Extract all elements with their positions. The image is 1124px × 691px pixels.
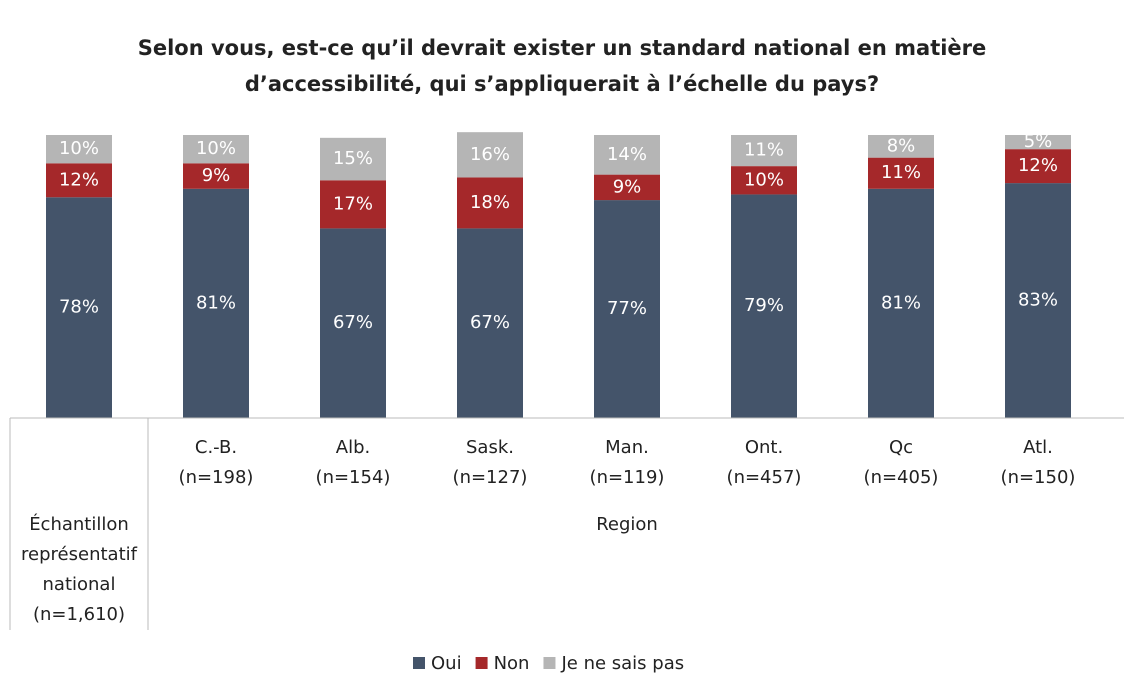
bar-segment <box>868 188 934 418</box>
bar-segment <box>457 228 523 418</box>
x-tick-label: Alb. (n=154) <box>315 437 391 488</box>
bar-segment <box>457 177 523 229</box>
data-label: 5% <box>1024 131 1053 152</box>
legend-swatch <box>475 657 488 669</box>
data-label: 77% <box>607 298 647 319</box>
chart-title: Selon vous, est-ce qu’il devrait exister… <box>137 36 987 96</box>
data-label: 16% <box>470 144 510 165</box>
bar-segment <box>594 135 660 175</box>
data-label: 81% <box>196 292 236 313</box>
data-label: 79% <box>744 295 784 316</box>
x-tick-label: Échantillon représentatif national (n=1,… <box>21 514 137 625</box>
bar-segment <box>46 197 112 418</box>
data-label: 83% <box>1018 290 1058 311</box>
data-label: 9% <box>613 176 642 197</box>
data-label: 18% <box>470 192 510 213</box>
bar-segment <box>1005 135 1071 150</box>
bar-segment <box>320 228 386 418</box>
data-label: 12% <box>1018 155 1058 176</box>
x-tick-label: Sask. (n=127) <box>452 437 528 488</box>
bar-segment <box>183 135 249 164</box>
bar-segment <box>1005 149 1071 184</box>
bar-segment <box>320 137 386 181</box>
data-label: 10% <box>59 138 99 159</box>
x-tick-label: Qc (n=405) <box>863 437 939 488</box>
data-label: 10% <box>196 138 236 159</box>
x-tick-label: Man. (n=119) <box>589 437 665 488</box>
bar-segment <box>731 194 797 418</box>
bar-segment <box>731 135 797 167</box>
data-label: 14% <box>607 144 647 165</box>
bar-segment <box>457 132 523 178</box>
x-tick-label: Atl. (n=150) <box>1000 437 1076 488</box>
legend-swatch <box>543 657 556 669</box>
bar-segment <box>320 180 386 229</box>
bar-segment <box>46 135 112 164</box>
bar-segment <box>868 135 934 158</box>
x-tick-label: C.-B. (n=198) <box>178 437 254 488</box>
bar-segment <box>183 188 249 418</box>
bar-segment <box>731 166 797 195</box>
data-label: 11% <box>744 140 784 161</box>
x-tick-label: Ont. (n=457) <box>726 437 802 488</box>
bar-segment <box>46 163 112 198</box>
legend-label: Oui <box>431 653 462 674</box>
data-label: 78% <box>59 297 99 318</box>
bar-segment <box>594 200 660 418</box>
data-label: 15% <box>333 148 373 169</box>
legend-label: Je ne sais pas <box>560 653 684 674</box>
group-label: Region <box>596 514 658 535</box>
data-label: 11% <box>881 162 921 183</box>
bar-segment <box>868 157 934 189</box>
data-label: 67% <box>470 312 510 333</box>
data-label: 8% <box>887 135 916 156</box>
data-label: 17% <box>333 193 373 214</box>
legend-label: Non <box>494 653 530 674</box>
data-label: 67% <box>333 312 373 333</box>
data-label: 9% <box>202 165 231 186</box>
bar-segment <box>594 174 660 201</box>
data-label: 12% <box>59 169 99 190</box>
data-label: 10% <box>744 169 784 190</box>
bar-segment <box>1005 183 1071 418</box>
legend-swatch <box>413 657 425 669</box>
data-label: 81% <box>881 292 921 313</box>
bar-segment <box>183 163 249 189</box>
